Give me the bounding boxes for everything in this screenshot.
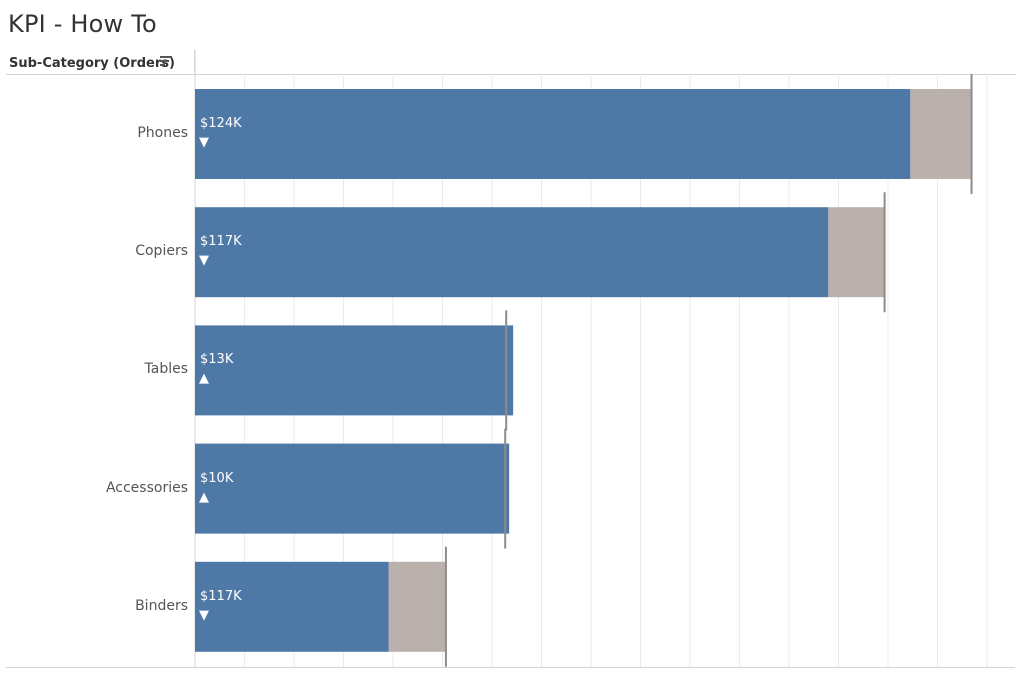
bar-value-label: $13K <box>200 352 234 368</box>
gap-bar <box>910 89 972 179</box>
bar <box>195 325 514 416</box>
down-triangle-icon: ▼ <box>199 135 209 150</box>
bar <box>195 443 510 534</box>
gap-bar <box>828 207 885 298</box>
sub-category-column-header[interactable]: Sub-Category (Orders) <box>9 56 175 71</box>
category-label: Binders <box>135 597 188 614</box>
bar-value-label: $124K <box>200 116 242 131</box>
bar-value-label: $10K <box>200 470 234 486</box>
up-triangle-icon: ▲ <box>199 489 209 505</box>
category-label: Phones <box>137 125 188 141</box>
bar-value-label: $117K <box>200 588 242 604</box>
sort-descending-icon[interactable] <box>159 54 173 68</box>
gap-bar <box>388 561 446 652</box>
category-label: Tables <box>144 361 189 378</box>
bar <box>195 561 389 652</box>
column-header-row: Sub-Category (Orders) <box>6 50 1016 75</box>
down-triangle-icon: ▼ <box>199 607 209 623</box>
page-title: KPI - How To <box>8 10 157 38</box>
down-triangle-icon: ▼ <box>199 253 209 269</box>
category-label: Copiers <box>135 243 188 260</box>
bar <box>195 207 829 298</box>
bar <box>195 89 911 179</box>
category-label: Accessories <box>105 479 188 496</box>
bar-value-label: $117K <box>200 234 242 250</box>
up-triangle-icon: ▲ <box>199 371 209 387</box>
